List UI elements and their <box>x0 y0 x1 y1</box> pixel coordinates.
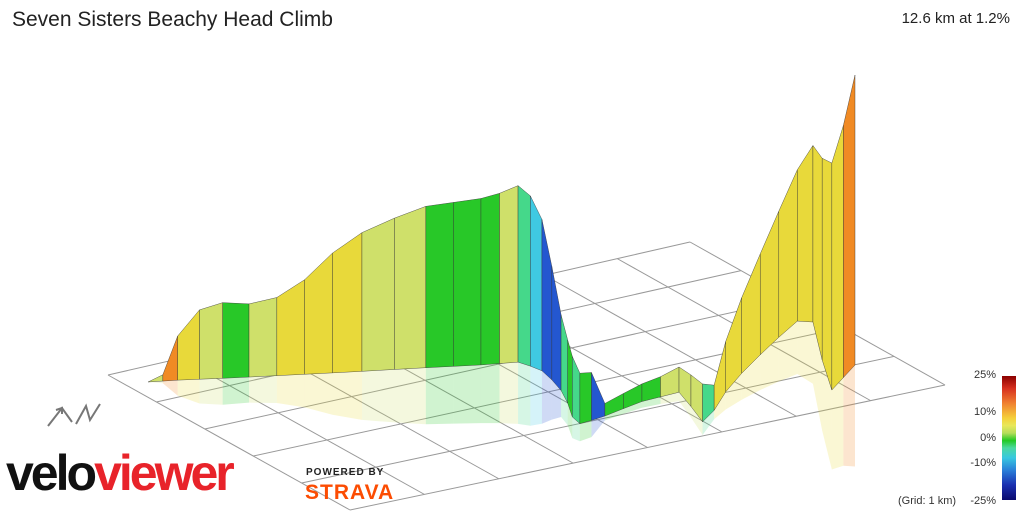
reflection-segment <box>332 371 362 420</box>
profile-segment <box>480 193 500 366</box>
reflection-segment <box>518 362 531 426</box>
grid-note: (Grid: 1 km) <box>898 495 957 507</box>
reflection-segment <box>725 373 742 410</box>
profile-segment <box>567 339 573 418</box>
grid-line <box>107 374 351 511</box>
reflection-segment <box>551 379 562 420</box>
reflection-segment <box>822 360 832 470</box>
profile-segment <box>222 302 250 379</box>
reflection-segment <box>361 369 395 423</box>
profile-segment <box>332 232 363 374</box>
profile-segment <box>425 202 454 368</box>
profile-segment <box>660 366 680 398</box>
profile-segment <box>177 309 200 381</box>
reflection-segment <box>741 354 761 400</box>
legend-label-minus25: -25% <box>970 495 996 507</box>
profile-segment <box>248 297 278 378</box>
profile-segment <box>560 314 568 404</box>
legend-label-10: 10% <box>973 406 996 418</box>
profile-segment <box>579 372 592 424</box>
reflection-segment <box>499 362 519 424</box>
reflection-segment <box>604 408 624 421</box>
profile-segment <box>831 125 844 391</box>
reflection-segment <box>679 392 691 418</box>
reflection-segment <box>541 370 552 424</box>
reflection-segment <box>690 406 703 436</box>
reflection-segment <box>162 380 178 396</box>
reflection-segment <box>304 372 333 415</box>
profile-segment <box>797 144 814 323</box>
profile-segment <box>778 169 798 338</box>
north-arrow-icon <box>47 403 101 427</box>
profile-segment <box>361 217 395 372</box>
reflection-segment <box>660 392 680 404</box>
reflection-segment <box>222 377 250 405</box>
reflection-segment <box>572 416 580 442</box>
gradient-legend <box>1002 376 1016 500</box>
profile-segment <box>530 195 543 372</box>
profile-segment <box>517 185 531 367</box>
reflection-segment <box>843 365 855 467</box>
reflection-segment <box>831 377 844 470</box>
reflection-segment <box>199 378 223 405</box>
profile-segment <box>760 211 779 356</box>
profile-segment <box>162 335 178 382</box>
veloviewer-logo: veloviewer <box>6 445 235 501</box>
profile-segment <box>821 157 833 391</box>
profile-segment <box>843 74 856 379</box>
reflection-segment <box>714 391 726 420</box>
reflection-segment <box>249 375 277 404</box>
profile-segment <box>541 219 553 381</box>
reflection-segment <box>797 321 813 384</box>
reflection-segment <box>530 366 542 426</box>
profile-segment <box>551 266 562 392</box>
profile-segment <box>453 198 482 367</box>
reflection-segment <box>778 321 798 382</box>
profile-segment <box>499 185 519 364</box>
strava-logo: STRAVA <box>305 481 395 504</box>
reflection-segment <box>276 374 305 408</box>
page-title: Seven Sisters Beachy Head Climb <box>12 8 333 31</box>
reflection-segment <box>177 379 200 404</box>
reflection-segment <box>561 390 568 426</box>
reflection-segment <box>623 401 642 414</box>
profile-segment <box>147 374 164 383</box>
profile-segment <box>572 356 581 425</box>
profile-segment <box>276 279 305 376</box>
legend-label-0: 0% <box>980 432 996 444</box>
reflection-segment <box>480 363 500 424</box>
reflection-segment <box>425 366 454 425</box>
powered-by-label: POWERED BY <box>306 467 385 478</box>
grid-line <box>180 357 425 495</box>
reflection-segment <box>702 410 715 436</box>
profile-reflection <box>148 321 855 470</box>
logo-part-velo: velo <box>6 445 97 501</box>
profile-segment <box>394 206 427 370</box>
reflection-segment <box>148 381 163 384</box>
reflection-segment <box>641 396 661 408</box>
reflection-segment <box>579 420 592 442</box>
legend-label-minus10: -10% <box>970 457 996 469</box>
reflection-segment <box>453 364 481 424</box>
profile-segment <box>741 253 761 374</box>
profile-strips <box>147 74 856 425</box>
route-summary: 12.6 km at 1.2% <box>901 10 1010 27</box>
reflection-segment <box>394 367 426 425</box>
logo-part-viewer: viewer <box>94 445 235 501</box>
reflection-segment <box>591 416 605 438</box>
grid-line <box>544 274 797 417</box>
profile-segment <box>304 252 333 375</box>
reflection-segment <box>812 322 823 431</box>
reflection-segment <box>567 403 573 439</box>
legend-label-25: 25% <box>973 369 996 381</box>
profile-segment <box>199 302 223 380</box>
profile-segment <box>812 144 823 361</box>
